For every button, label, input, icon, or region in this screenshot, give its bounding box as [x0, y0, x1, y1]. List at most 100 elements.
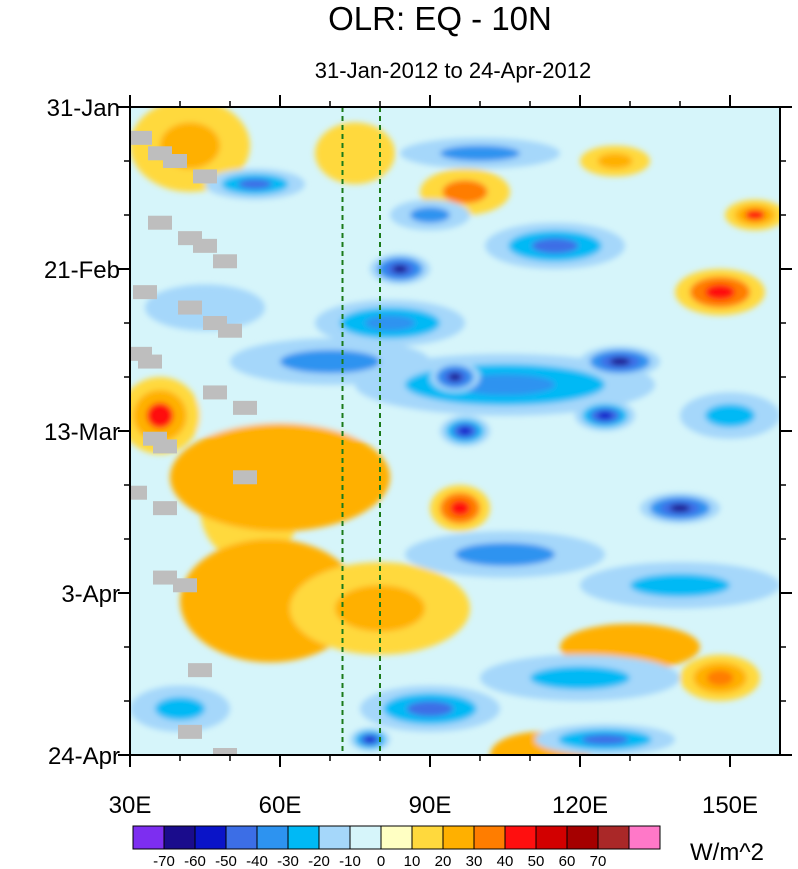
anomaly-blob [630, 573, 730, 597]
anomaly-blob [442, 180, 488, 204]
colorbar-box [380, 825, 413, 850]
colorbar-label: 0 [377, 853, 385, 869]
missing-data-cell [193, 169, 217, 184]
anomaly-blob [145, 284, 265, 331]
colorbar-box [194, 825, 227, 850]
y-tick-label: 31-Jan [47, 95, 120, 122]
missing-data-cell [218, 323, 242, 338]
colorbar-box [442, 825, 475, 850]
plot-area [130, 107, 780, 755]
missing-data-cell [153, 501, 177, 516]
colorbar-label: -60 [184, 853, 206, 869]
y-tick-label: 13-Mar [44, 419, 120, 446]
colorbar-label: 10 [404, 853, 421, 869]
anomaly-blob [458, 427, 472, 435]
x-axis: 30E 60E 90E 120E 150E [109, 95, 758, 819]
missing-data-cell [188, 663, 212, 678]
colorbar-label: -30 [277, 853, 299, 869]
colorbar-box [349, 825, 382, 850]
colorbar-box [132, 825, 165, 850]
anomaly-blob [455, 374, 555, 396]
colorbar-label: 30 [466, 853, 483, 869]
x-tick-label: 90E [409, 792, 452, 819]
colorbar-label: 70 [590, 853, 607, 869]
colorbar-box [256, 825, 289, 850]
colorbar-box [504, 825, 537, 850]
anomaly-blob [610, 357, 630, 366]
anomaly-blob [450, 500, 470, 516]
missing-data-cell [213, 254, 237, 269]
colorbar-units: W/m^2 [690, 839, 764, 866]
anomaly-blob [155, 697, 205, 721]
anomaly-blob [706, 670, 734, 686]
chart-title: OLR: EQ - 10N [328, 0, 552, 37]
y-tick-label: 24-Apr [48, 743, 120, 770]
chart-subtitle: 31-Jan-2012 to 24-Apr-2012 [315, 58, 591, 83]
missing-data-cell [173, 578, 197, 593]
missing-data-cell [233, 400, 257, 415]
colorbar-box [473, 825, 506, 850]
missing-data-cell [233, 470, 257, 485]
anomaly-blob [170, 423, 390, 532]
x-tick-label: 150E [702, 792, 758, 819]
missing-data-cell [203, 385, 227, 400]
colorbar-box [535, 825, 568, 850]
x-tick-label: 30E [109, 792, 152, 819]
anomaly-blob [410, 207, 450, 223]
anomaly-blob [448, 373, 462, 381]
missing-data-cell [163, 154, 187, 168]
reference-lines [341, 107, 381, 755]
missing-data-cells [130, 130, 257, 755]
colorbar-label: 40 [497, 853, 514, 869]
anomaly-blob [581, 734, 629, 745]
anomaly-blob [705, 404, 755, 428]
colorbar: -70 -60 -50 -40 -30 -20 -10 0 10 20 30 40 50 60 70 [132, 825, 661, 869]
colorbar-box [411, 825, 444, 850]
missing-data-cell [130, 485, 147, 500]
anomaly-fields [130, 107, 780, 755]
colorbar-box [287, 825, 320, 850]
anomaly-blob [365, 315, 415, 331]
anomaly-blob [531, 238, 579, 254]
colorbar-box [566, 825, 599, 850]
missing-data-cell [178, 300, 202, 315]
anomaly-blob [530, 666, 630, 690]
y-tick-label: 21-Feb [44, 257, 120, 284]
missing-data-cell [213, 748, 237, 755]
anomaly-blob [440, 145, 520, 162]
anomaly-blob [280, 350, 380, 374]
colorbar-label: -70 [153, 853, 175, 869]
colorbar-label: 20 [435, 853, 452, 869]
anomaly-blob [455, 542, 555, 567]
missing-data-cell [193, 238, 217, 253]
colorbar-label: -10 [339, 853, 361, 869]
anomaly-blob [705, 284, 735, 300]
anomaly-blob [335, 585, 425, 632]
colorbar-label: -40 [246, 853, 268, 869]
x-tick-label: 60E [259, 792, 302, 819]
colorbar-label: 50 [528, 853, 545, 869]
missing-data-cell [148, 215, 172, 230]
anomaly-blob [745, 209, 765, 221]
colorbar-label: -50 [215, 853, 237, 869]
anomaly-blob [406, 701, 454, 717]
anomaly-blob [670, 504, 690, 512]
missing-data-cell [153, 439, 177, 454]
missing-data-cell [138, 354, 162, 369]
anomaly-blob [597, 411, 613, 420]
anomaly-blob [365, 736, 375, 743]
missing-data-cell [130, 130, 152, 145]
anomaly-blob [597, 153, 633, 169]
colorbar-label: -20 [308, 853, 330, 869]
missing-data-cell [153, 570, 177, 585]
colorbar-box [597, 825, 630, 850]
anomaly-blob [392, 265, 408, 273]
missing-data-cell [178, 724, 202, 739]
colorbar-box [163, 825, 196, 850]
anomaly-blob [238, 179, 272, 190]
missing-data-cell [133, 285, 157, 300]
anomaly-blob [315, 122, 395, 185]
y-tick-label: 3-Apr [61, 581, 120, 608]
anomaly-blob [146, 402, 174, 429]
